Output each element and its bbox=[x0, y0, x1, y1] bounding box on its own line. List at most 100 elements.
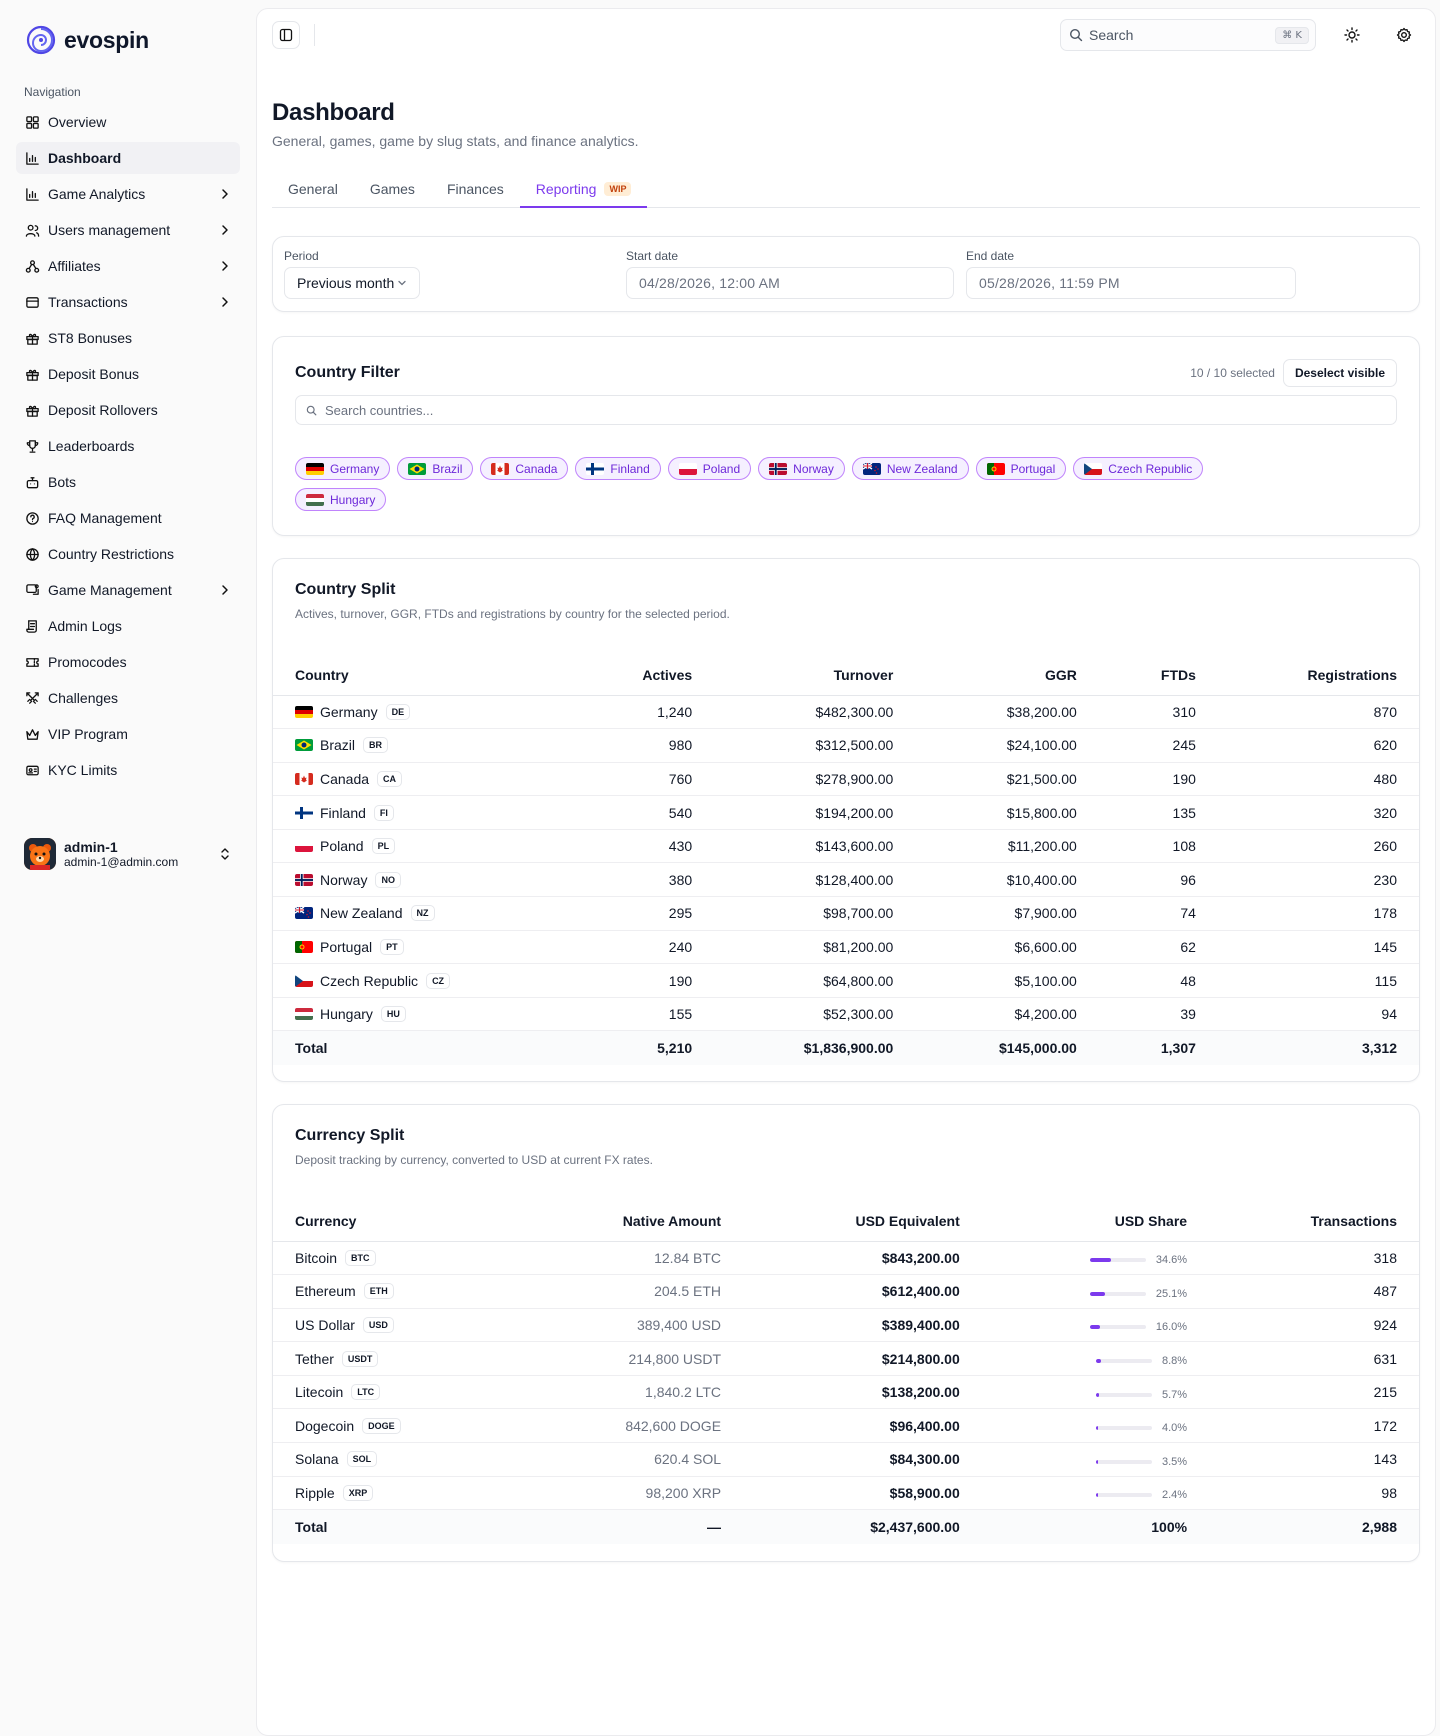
table-row: Germany DE 1,240 $482,300.00 $38,200.00 310 87… bbox=[273, 694, 1419, 729]
country-chip-brazil[interactable]: Brazil bbox=[397, 457, 474, 480]
tab-finances[interactable]: Finances bbox=[431, 171, 520, 207]
country-chip-norway[interactable]: Norway bbox=[758, 457, 845, 480]
currency-code-badge: DOGE bbox=[362, 1417, 401, 1434]
sidebar-item-game-analytics[interactable]: Game Analytics bbox=[16, 178, 240, 210]
country-name: Portugal bbox=[320, 938, 373, 955]
sidebar-item-overview[interactable]: Overview bbox=[16, 106, 240, 138]
country-search-input[interactable]: Search countries... bbox=[295, 395, 1397, 425]
turnover-cell: $482,300.00 bbox=[714, 694, 916, 729]
transactions-cell: 172 bbox=[1209, 1408, 1419, 1443]
table-row: Ethereum ETH 204.5 ETH $612,400.00 25.1% 487 bbox=[273, 1274, 1419, 1309]
country-name: Poland bbox=[320, 838, 364, 855]
sidebar-item-vip-program[interactable]: VIP Program bbox=[16, 718, 240, 750]
sidebar-item-deposit-rollovers[interactable]: Deposit Rollovers bbox=[16, 394, 240, 426]
currency-code-badge: LTC bbox=[351, 1384, 381, 1401]
toggle-sidebar-button[interactable] bbox=[272, 21, 300, 49]
selected-count: 10 / 10 selected bbox=[1190, 366, 1275, 380]
country-split-table: Country Actives Turnover GGR FTDs Registratio… bbox=[273, 655, 1419, 1065]
tab-general[interactable]: General bbox=[272, 171, 354, 207]
usd-share-cell: 16.0% bbox=[1089, 1321, 1187, 1333]
flag-poland-icon bbox=[295, 840, 313, 853]
country-chip-germany[interactable]: Germany bbox=[295, 457, 391, 480]
country-chip-new-zealand[interactable]: New Zealand bbox=[851, 457, 969, 480]
scroll-icon bbox=[24, 618, 40, 634]
share-bar-fill bbox=[1095, 1359, 1102, 1364]
sidebar-item-deposit-bonus[interactable]: Deposit Bonus bbox=[16, 358, 240, 390]
ggr-cell: $21,500.00 bbox=[915, 761, 1099, 796]
sidebar-item-country-restrictions[interactable]: Country Restrictions bbox=[16, 538, 240, 570]
country-code-badge: PT bbox=[380, 938, 404, 955]
sidebar-item-label: Overview bbox=[48, 114, 107, 130]
flag-new-zealand-icon bbox=[295, 907, 313, 920]
country-code-badge: NO bbox=[375, 871, 401, 888]
currency-name: Litecoin bbox=[295, 1384, 344, 1401]
sidebar-item-users-management[interactable]: Users management bbox=[16, 214, 240, 246]
currency-name: Ripple bbox=[295, 1484, 335, 1501]
flag-norway-icon bbox=[769, 462, 788, 475]
column-header: Transactions bbox=[1310, 1212, 1397, 1229]
ggr-cell: $4,200.00 bbox=[915, 996, 1099, 1031]
turnover-cell: $52,300.00 bbox=[714, 996, 916, 1031]
settings-button[interactable] bbox=[1388, 19, 1420, 51]
theme-toggle-button[interactable] bbox=[1336, 19, 1368, 51]
sidebar-item-label: Bots bbox=[48, 474, 77, 490]
country-chip-canada[interactable]: Canada bbox=[480, 457, 569, 480]
chip-label: New Zealand bbox=[886, 461, 958, 476]
chevron-right-icon bbox=[218, 187, 232, 201]
period-value: Previous month bbox=[297, 275, 395, 291]
chevrons-up-down-icon[interactable] bbox=[218, 847, 232, 861]
currency-split-subtitle: Deposit tracking by currency, converted … bbox=[295, 1153, 653, 1167]
tab-games[interactable]: Games bbox=[354, 171, 431, 207]
tab-reporting[interactable]: Reporting WIP bbox=[519, 171, 648, 208]
chevron-right-icon bbox=[218, 583, 232, 597]
sidebar-item-transactions[interactable]: Transactions bbox=[16, 286, 240, 318]
registrations-cell: 480 bbox=[1217, 761, 1419, 796]
sidebar-item-affiliates[interactable]: Affiliates bbox=[16, 250, 240, 282]
ftds-cell: 96 bbox=[1098, 862, 1218, 897]
usd-share-cell: 8.8% bbox=[1095, 1355, 1187, 1367]
user-name: admin-1 bbox=[64, 839, 118, 855]
period-select[interactable]: Previous month bbox=[284, 267, 420, 299]
sidebar-item-kyc-limits[interactable]: KYC Limits bbox=[16, 754, 240, 786]
ftds-cell: 135 bbox=[1098, 795, 1218, 830]
sidebar-item-challenges[interactable]: Challenges bbox=[16, 682, 240, 714]
flag-hungary-icon bbox=[295, 1008, 313, 1021]
share-bar bbox=[1095, 1359, 1152, 1364]
registrations-cell: 145 bbox=[1217, 929, 1419, 964]
sidebar-item-st8-bonuses[interactable]: ST8 Bonuses bbox=[16, 322, 240, 354]
ggr-cell: $24,100.00 bbox=[915, 728, 1099, 763]
gift-icon bbox=[24, 330, 40, 346]
country-chip-czech-republic[interactable]: Czech Republic bbox=[1073, 457, 1204, 480]
usd-share-cell: 4.0% bbox=[1095, 1422, 1187, 1434]
gamepad-icon bbox=[24, 582, 40, 598]
user-menu[interactable]: admin-1 admin-1@admin.com bbox=[16, 834, 240, 874]
global-search[interactable]: Search ⌘ K bbox=[1060, 19, 1316, 51]
ticket-icon bbox=[24, 654, 40, 670]
sidebar-item-game-management[interactable]: Game Management bbox=[16, 574, 240, 606]
country-chip-portugal[interactable]: Portugal bbox=[975, 457, 1067, 480]
total-share-cell: 100% bbox=[981, 1509, 1210, 1544]
sidebar-item-dashboard[interactable]: Dashboard bbox=[16, 142, 240, 174]
turnover-cell: $128,400.00 bbox=[714, 862, 916, 897]
turnover-cell: $194,200.00 bbox=[714, 795, 916, 830]
sidebar-item-admin-logs[interactable]: Admin Logs bbox=[16, 610, 240, 642]
actives-cell: 1,240 bbox=[572, 694, 715, 729]
total-ggr-cell: $145,000.00 bbox=[915, 1030, 1099, 1065]
table-row: Poland PL 430 $143,600.00 $11,200.00 108 260 bbox=[273, 828, 1419, 863]
end-date-input[interactable]: 05/28/2026, 11:59 PM bbox=[966, 267, 1296, 299]
sidebar-item-faq-management[interactable]: FAQ Management bbox=[16, 502, 240, 534]
share-bar-fill bbox=[1095, 1426, 1099, 1431]
native-amount-cell: 12.84 BTC bbox=[513, 1240, 744, 1275]
gift-icon bbox=[24, 366, 40, 382]
sidebar-item-promocodes[interactable]: Promocodes bbox=[16, 646, 240, 678]
sidebar-item-bots[interactable]: Bots bbox=[16, 466, 240, 498]
brand-logo[interactable]: evospin bbox=[16, 24, 240, 56]
country-chip-finland[interactable]: Finland bbox=[575, 457, 661, 480]
country-chip-poland[interactable]: Poland bbox=[667, 457, 752, 480]
start-date-input[interactable]: 04/28/2026, 12:00 AM bbox=[626, 267, 954, 299]
sidebar-item-leaderboards[interactable]: Leaderboards bbox=[16, 430, 240, 462]
deselect-visible-button[interactable]: Deselect visible bbox=[1282, 359, 1397, 387]
country-chip-hungary[interactable]: Hungary bbox=[295, 488, 387, 511]
evospin-logo-icon bbox=[26, 25, 56, 55]
brand-name: evospin bbox=[64, 26, 149, 53]
